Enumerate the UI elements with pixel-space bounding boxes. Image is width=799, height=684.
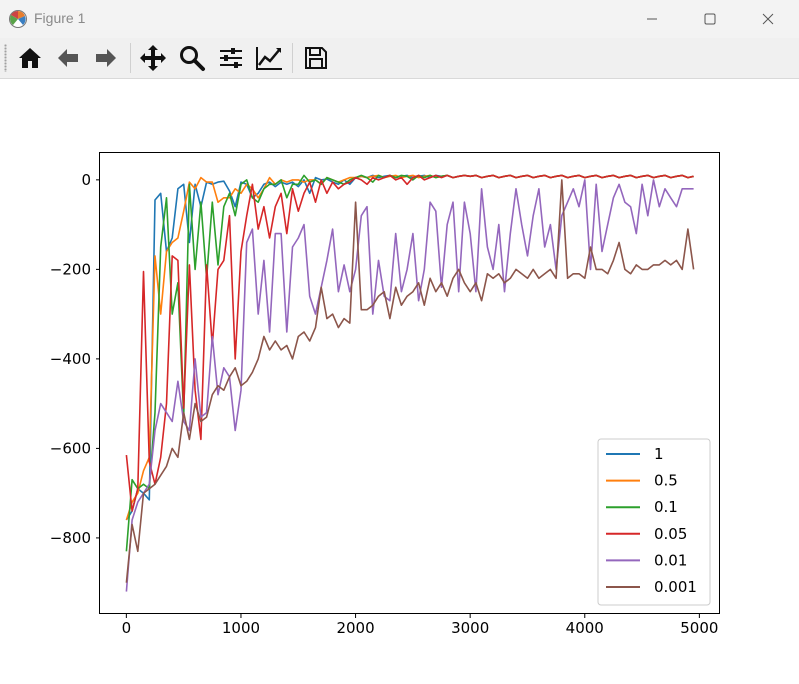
save-button[interactable] xyxy=(300,43,332,73)
y-axis: 0 −200 −400 −600 −800 xyxy=(50,171,100,547)
minimize-icon xyxy=(647,18,657,20)
legend-label: 1 xyxy=(654,445,664,463)
y-tick-label: −800 xyxy=(50,529,91,547)
y-tick-label: −400 xyxy=(50,350,91,368)
plot-frame xyxy=(99,152,720,614)
maximize-icon xyxy=(704,13,716,25)
y-tick-label: −600 xyxy=(50,439,91,457)
series-line-3 xyxy=(125,174,694,512)
edit-axis-button[interactable] xyxy=(253,43,285,73)
edit-axis-icon xyxy=(256,47,282,70)
zoom-button[interactable] xyxy=(176,43,208,73)
back-button[interactable] xyxy=(52,43,84,73)
home-button[interactable] xyxy=(14,43,46,73)
legend: 1 0.5 0.1 0.05 0.01 0.001 xyxy=(597,438,711,606)
forward-button[interactable] xyxy=(90,43,122,73)
maximize-button[interactable] xyxy=(687,0,733,38)
legend-label: 0.1 xyxy=(654,498,678,516)
home-icon xyxy=(19,48,41,68)
configure-subplots-icon xyxy=(220,48,242,68)
x-tick-label: 1000 xyxy=(222,619,260,637)
close-icon xyxy=(762,13,774,25)
y-tick-label: 0 xyxy=(81,171,91,189)
series-line-4 xyxy=(125,179,694,592)
navigation-toolbar xyxy=(0,38,799,79)
close-button[interactable] xyxy=(745,0,791,38)
line-chart[interactable]: 0 1000 2000 3000 4000 5000 0−200−400−600−800 … xyxy=(0,79,799,680)
x-tick-label: 4000 xyxy=(566,619,604,637)
save-icon xyxy=(305,47,327,69)
legend-label: 0.05 xyxy=(654,525,687,543)
window-title: Figure 1 xyxy=(34,10,86,26)
toolbar-separator xyxy=(292,43,293,73)
series-line-5 xyxy=(125,179,695,583)
legend-label: 0.01 xyxy=(654,551,687,569)
configure-subplots-button[interactable] xyxy=(215,43,247,73)
legend-label: 0.001 xyxy=(654,578,697,596)
legend-label: 0.5 xyxy=(654,472,678,490)
x-tick-label: 3000 xyxy=(451,619,489,637)
pan-icon xyxy=(140,45,166,71)
minimize-button[interactable] xyxy=(629,0,675,38)
forward-icon xyxy=(96,49,116,67)
x-axis: 0 1000 2000 3000 4000 5000 xyxy=(122,614,718,637)
y-tick-label: −200 xyxy=(50,260,91,278)
x-tick-label: 5000 xyxy=(680,619,718,637)
title-bar: Figure 1 xyxy=(0,0,799,38)
x-tick-label: 0 xyxy=(122,619,132,637)
toolbar-separator xyxy=(130,43,131,73)
x-tick-label: 2000 xyxy=(336,619,374,637)
back-icon xyxy=(58,49,78,67)
figure-canvas[interactable]: 0 1000 2000 3000 4000 5000 0 −200 −400 −600 −800 … xyxy=(0,79,799,680)
pan-button[interactable] xyxy=(137,43,169,73)
zoom-icon xyxy=(180,46,205,71)
matplotlib-logo-icon xyxy=(9,10,27,28)
plot-series xyxy=(125,174,695,592)
toolbar-grip[interactable] xyxy=(4,44,7,72)
